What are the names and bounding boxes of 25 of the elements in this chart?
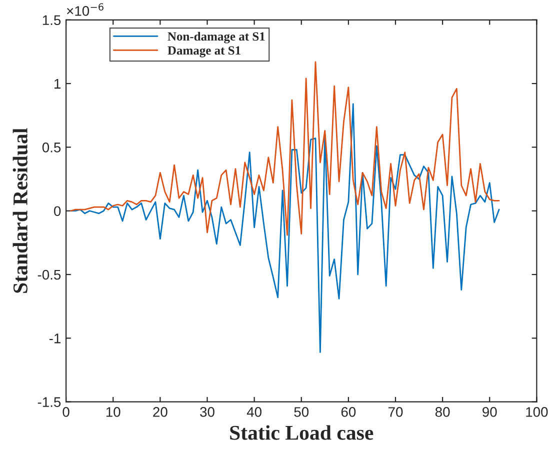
- y-tick-label: 1: [54, 79, 61, 89]
- y-tick-label: -1: [49, 334, 61, 344]
- x-tick-label: 60: [341, 407, 356, 417]
- x-tick-label: 100: [526, 407, 548, 417]
- y-tick-label: 0.5: [42, 142, 61, 152]
- legend-label: Non-damage at S1: [168, 32, 265, 44]
- line-series: [70, 61, 500, 236]
- x-tick-label: 70: [388, 407, 403, 417]
- legend-label: Damage at S1: [168, 46, 240, 58]
- x-tick-label: 90: [482, 407, 497, 417]
- x-tick-label: 40: [246, 407, 262, 417]
- y-tick-label: 1.5: [42, 15, 61, 26]
- x-axis-title: Static Load case: [230, 425, 374, 440]
- x-tick-label: 10: [106, 407, 120, 417]
- x-tick-label: 0: [62, 407, 70, 417]
- line-series: [70, 103, 500, 353]
- x-tick-label: 30: [200, 407, 214, 417]
- x-tick-label: 50: [294, 407, 309, 417]
- y-tick-label: 0: [54, 206, 61, 216]
- x-tick-label: 20: [153, 407, 168, 417]
- y-tick-label: -1.5: [38, 397, 61, 407]
- y-tick-label: -0.5: [38, 270, 61, 280]
- text: ×10$^{−6}$: [67, 3, 104, 16]
- x-tick-label: 80: [435, 407, 450, 417]
- y-axis-title: Standard Residual: [12, 128, 28, 293]
